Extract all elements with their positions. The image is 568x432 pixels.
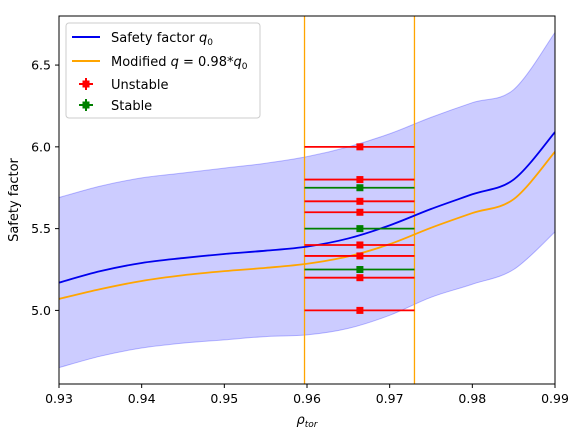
point-unstable (304, 176, 415, 184)
point-stable (304, 225, 415, 233)
x-tick-label: 0.96 (293, 391, 321, 406)
x-tick-label: 0.95 (210, 391, 238, 406)
legend-marker (82, 101, 90, 109)
x-tick-label: 0.98 (458, 391, 486, 406)
legend-label-unstable: Unstable (111, 78, 168, 93)
legend-label-q0: Safety factor q0 (111, 31, 213, 48)
plot-area (59, 16, 555, 384)
point-unstable (304, 274, 415, 282)
point-unstable (304, 306, 415, 314)
point-stable (304, 266, 415, 274)
point-stable (304, 184, 415, 192)
point-unstable (304, 197, 415, 205)
y-tick-label: 6.0 (31, 139, 51, 154)
x-axis-ticks: 0.93 0.94 0.95 0.96 0.97 0.98 0.99 (45, 384, 568, 406)
marker-unstable (356, 252, 364, 260)
marker-unstable (356, 143, 364, 151)
x-tick-label: 0.97 (376, 391, 404, 406)
legend-swatch-stable (79, 99, 93, 111)
y-tick-label: 6.5 (31, 58, 51, 73)
y-axis-ticks: 5.0 5.5 6.0 6.5 (31, 58, 59, 318)
x-tick-label: 0.93 (45, 391, 73, 406)
series-line-modified (59, 151, 555, 300)
point-unstable (304, 241, 415, 249)
point-unstable (304, 143, 415, 151)
marker-unstable (356, 197, 364, 205)
legend: Safety factor q0 Modified q = 0.98*q0 Un… (65, 22, 261, 119)
legend-swatch-unstable (79, 78, 93, 90)
marker-unstable (356, 176, 364, 184)
marker-unstable (356, 274, 364, 282)
x-axis-label: ρtor (296, 413, 318, 430)
marker-stable (356, 225, 364, 233)
x-tick-label: 0.94 (128, 391, 156, 406)
marker-unstable (356, 306, 364, 314)
point-unstable (304, 208, 415, 216)
vertical-lines (303, 16, 416, 384)
marker-unstable (356, 241, 364, 249)
legend-marker (82, 80, 90, 88)
marker-unstable (356, 208, 364, 216)
y-tick-label: 5.5 (31, 221, 51, 236)
legend-label-modified: Modified q = 0.98*q0 (111, 55, 248, 72)
stability-points (304, 143, 415, 314)
y-tick-label: 5.0 (31, 303, 51, 318)
x-tick-label: 0.99 (541, 391, 568, 406)
marker-stable (356, 266, 364, 274)
legend-label-stable: Stable (111, 99, 152, 114)
uncertainty-band (59, 31, 555, 369)
legend-box (65, 22, 261, 119)
series-line-q0 (59, 131, 555, 284)
y-axis-label: Safety factor (7, 157, 22, 241)
marker-stable (356, 184, 364, 192)
point-unstable (304, 252, 415, 260)
